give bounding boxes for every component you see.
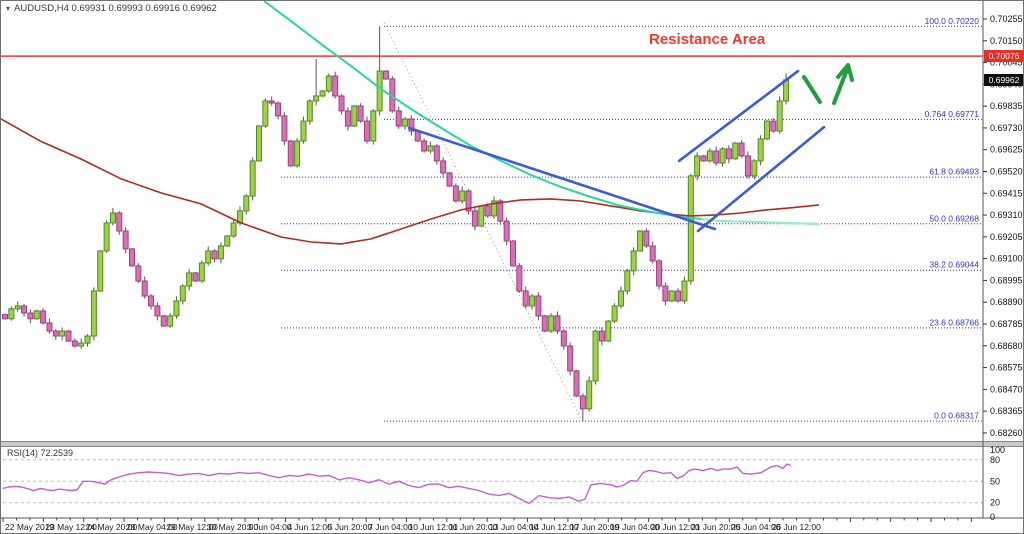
rsi-line — [2, 463, 792, 505]
price-axis-label: 0.69625 — [990, 145, 1023, 155]
rsi-axis-label: 50 — [990, 476, 1000, 486]
ma-fast-line-tail — [700, 218, 820, 225]
up-arrow-head-icon — [836, 63, 854, 82]
time-axis-label: 24 May 20:00 — [86, 522, 138, 532]
fib-anchor-diagonal — [383, 22, 582, 420]
time-axis-label: 17 Jun 20:00 — [570, 522, 619, 532]
price-axis-label: 0.69100 — [990, 254, 1023, 264]
resistance-price-badge: 0.70076 — [984, 50, 1023, 63]
time-axis-label: 29 May 12:00 — [166, 522, 218, 532]
price-axis-label: 0.70045 — [990, 58, 1023, 68]
fib-level-label: 50.0 0.69268 — [929, 213, 979, 223]
fib-level-label: 100.0 0.70220 — [925, 16, 980, 26]
rsi-panel — [2, 459, 983, 505]
green-stroke-icon — [802, 75, 822, 104]
rsi-axis-label: 0 — [990, 512, 995, 522]
time-axis-label: 28 May 04:00 — [126, 522, 178, 532]
price-axis-label: 0.69415 — [990, 188, 1023, 198]
rsi-indicator-label: RSI(14) 72.2539 — [7, 448, 74, 458]
time-axis-label: 3 Jun 04:00 — [247, 522, 292, 532]
rsi-axis-label: 100 — [990, 445, 1005, 455]
candlesticks — [2, 26, 790, 422]
time-axis-label: 20 Jun 12:00 — [651, 522, 700, 532]
time-axis-label: 25 Jun 04:00 — [731, 522, 780, 532]
channel-lower-trendline[interactable] — [696, 125, 826, 233]
time-axis-label: 21 Jun 20:00 — [691, 522, 740, 532]
time-axis-label: 7 Jun 04:00 — [368, 522, 413, 532]
time-axis-label: 19 Jun 04:00 — [610, 522, 659, 532]
price-axis-label: 0.69730 — [990, 123, 1023, 133]
fib-level-label: 61.8 0.69493 — [929, 167, 979, 177]
symbol-dropdown-icon[interactable]: ▾ — [6, 4, 11, 13]
up-arrows — [802, 63, 854, 105]
price-axis-label: 0.70255 — [990, 14, 1023, 24]
resistance-area-label: Resistance Area — [649, 31, 766, 48]
time-axis-label: 26 Jun 12:00 — [772, 522, 821, 532]
channel-upper-trendline[interactable] — [677, 69, 800, 163]
price-axis-label: 0.68890 — [990, 297, 1023, 307]
time-axis-label: 13 Jun 04:00 — [489, 522, 538, 532]
panel-splitter[interactable] — [1, 441, 1024, 447]
fib-level-label: 38.2 0.69044 — [929, 260, 979, 270]
time-axis-label: 5 Jun 20:00 — [328, 522, 373, 532]
time-axis-label: 30 May 20:00 — [207, 522, 259, 532]
price-axis-label: 0.68680 — [990, 341, 1023, 351]
rsi-axis-label: 20 — [990, 498, 1000, 508]
chart-title-text: AUDUSD,H4 0.69931 0.69993 0.69916 0.6996… — [14, 3, 217, 14]
fib-level-label: 0.764 0.69771 — [925, 109, 980, 119]
price-axis-label: 0.68575 — [990, 363, 1023, 373]
time-axis-label: 10 Jun 12:00 — [409, 522, 458, 532]
time-axis-label: 11 Jun 20:00 — [449, 522, 498, 532]
price-axis-label: 0.69520 — [990, 166, 1023, 176]
price-axis-label: 0.68785 — [990, 319, 1023, 329]
rsi-axis-label: 80 — [990, 455, 1000, 465]
fib-level-label: 23.6 0.68766 — [929, 317, 979, 327]
trendlines — [407, 69, 826, 233]
time-axis-label: 22 May 2019 — [5, 522, 54, 532]
up-arrow-icon — [832, 65, 850, 105]
ma-slow-line — [1, 118, 820, 245]
time-axis-label: 4 Jun 12:00 — [287, 522, 332, 532]
price-axis-label: 0.69835 — [990, 101, 1023, 111]
price-axis-label: 0.69205 — [990, 232, 1023, 242]
price-axis-label: 0.68260 — [990, 428, 1023, 438]
price-axis-label: 0.69310 — [990, 210, 1023, 220]
descending-trendline[interactable] — [407, 126, 717, 231]
price-axis-label: 0.70150 — [990, 36, 1023, 46]
chart-title: ▾ AUDUSD,H4 0.69931 0.69993 0.69916 0.699… — [6, 3, 217, 14]
price-axis-label: 0.68365 — [990, 406, 1023, 416]
fib-level-label: 0.0 0.68317 — [934, 411, 979, 421]
time-axis-label: 23 May 12:00 — [45, 522, 97, 532]
price-axis-label: 0.68470 — [990, 384, 1023, 394]
time-axis-label: 14 Jun 12:00 — [530, 522, 579, 532]
price-axis-label: 0.68995 — [990, 275, 1023, 285]
current-price-badge: 0.69962 — [984, 73, 1023, 86]
